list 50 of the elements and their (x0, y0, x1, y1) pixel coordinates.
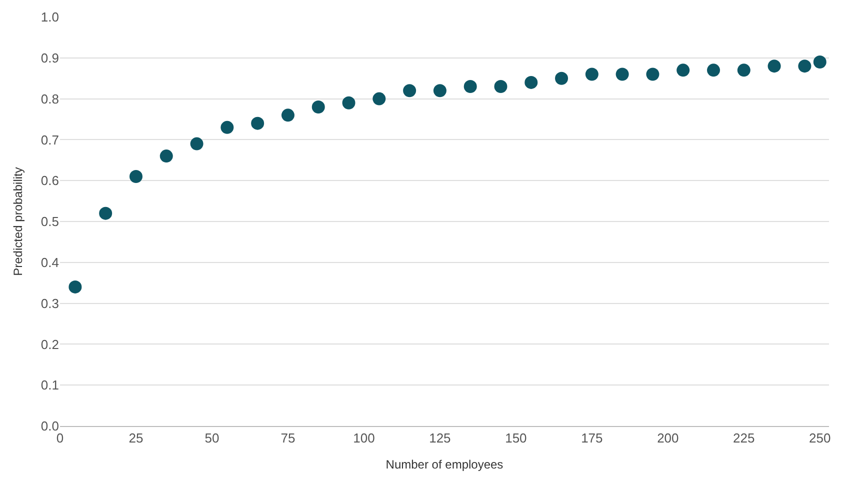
y-tick-label: 0.4 (40, 254, 59, 270)
point (464, 80, 477, 94)
point (342, 96, 356, 110)
y-tick-label: 0.9 (40, 50, 59, 66)
x-tick-label: 25 (128, 430, 144, 446)
point (524, 76, 538, 89)
point (494, 80, 508, 94)
x-tick-label: 50 (204, 430, 220, 446)
x-tick-label: 0 (56, 430, 64, 446)
x-tick-label: 125 (429, 430, 451, 446)
point (813, 55, 826, 68)
x-axis-title: Number of employees (386, 458, 504, 472)
point (798, 60, 812, 73)
y-axis-title: Predicted probability (11, 167, 26, 276)
x-tick-label: 100 (353, 430, 375, 446)
point (281, 108, 294, 122)
point (707, 64, 720, 77)
y-tick-label: 0.7 (40, 132, 59, 148)
y-tick-label: 0.1 (40, 378, 59, 393)
point (403, 84, 416, 98)
y-tick-label: 0.3 (40, 296, 59, 311)
y-tick-label: 0.5 (40, 214, 59, 230)
point (372, 92, 386, 106)
x-tick-label: 75 (280, 430, 296, 446)
point (737, 64, 750, 77)
x-tick-label: 250 (809, 430, 831, 446)
point (190, 137, 204, 150)
y-tick-label: 1.0 (40, 10, 59, 25)
point (312, 100, 325, 114)
x-tick-label: 150 (505, 430, 527, 446)
x-tick-label: 175 (581, 430, 603, 446)
point (585, 68, 598, 81)
x-tick-label: 200 (657, 430, 679, 446)
point (616, 68, 629, 81)
point (129, 170, 142, 184)
point (160, 150, 173, 163)
y-tick-label: 0.0 (40, 418, 59, 434)
point (646, 68, 660, 81)
x-tick-label: 225 (733, 430, 755, 446)
point (676, 64, 690, 77)
point (768, 60, 781, 73)
point (99, 206, 112, 220)
point (433, 84, 446, 98)
point (555, 72, 568, 85)
y-tick-label: 0.6 (40, 173, 59, 188)
point (251, 116, 264, 130)
y-tick-label: 0.8 (40, 91, 59, 106)
point (220, 120, 234, 134)
point (68, 280, 82, 294)
y-tick-label: 0.2 (40, 336, 59, 352)
